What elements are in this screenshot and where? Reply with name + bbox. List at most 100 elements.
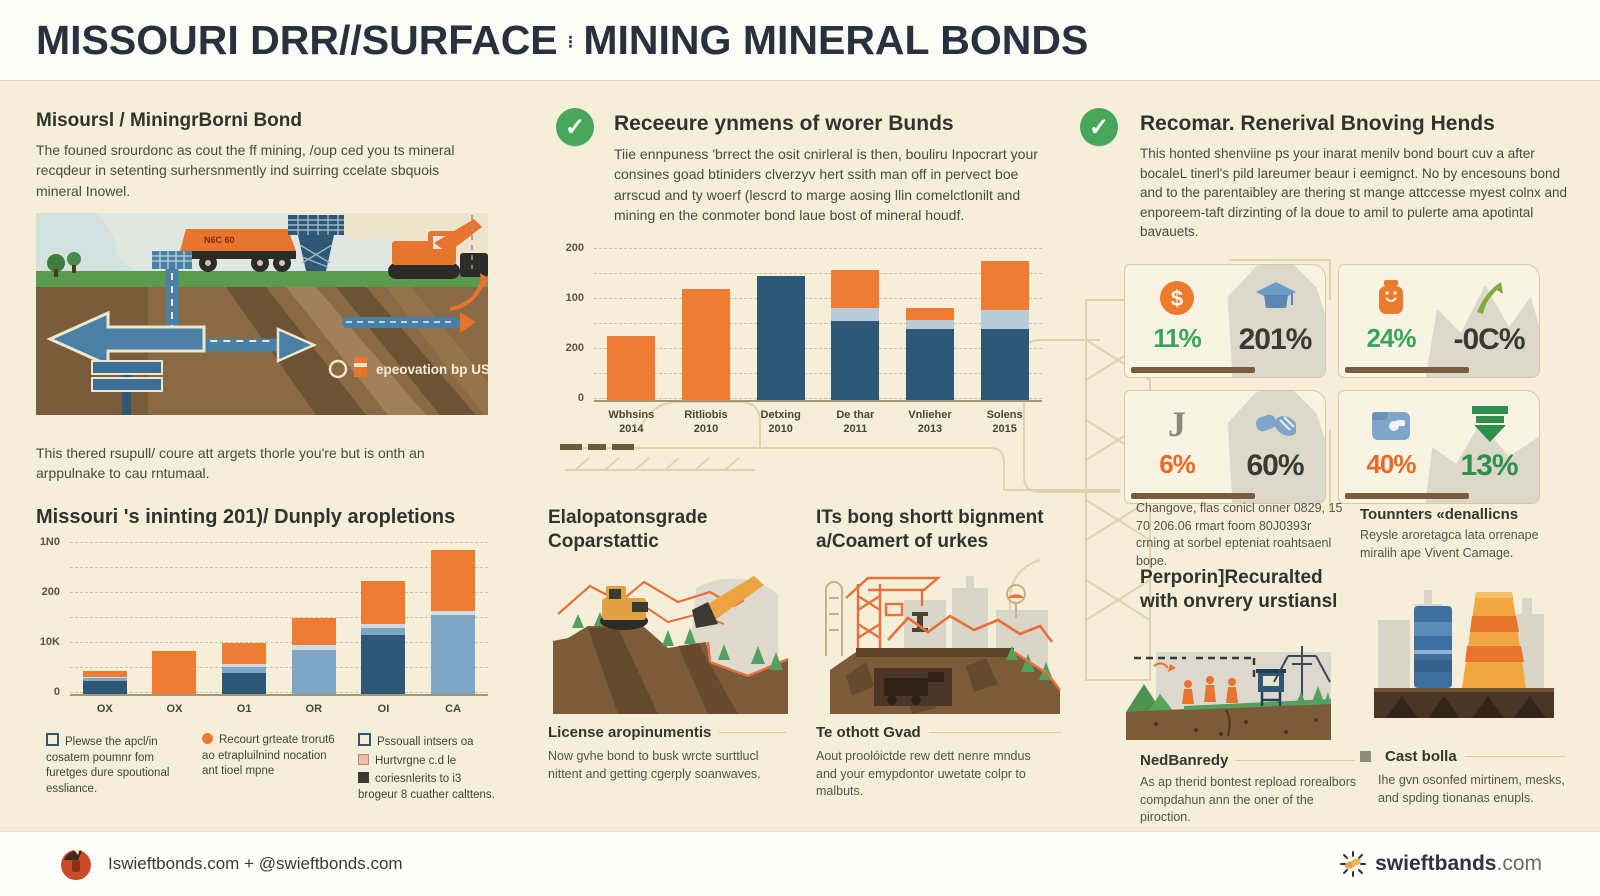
legend-item-2: Recourt grteate trorut6 ao etrapluilnind… (202, 733, 340, 806)
arrow-down-icon (1468, 403, 1510, 445)
footer-brand: swieftbands (1375, 852, 1497, 875)
bar-segment-steel (222, 666, 267, 673)
gridline (594, 348, 1042, 349)
square-outline-marker-icon (46, 733, 59, 746)
bonds-body: Tiie ennpuness 'brrect the osit cnirlera… (614, 146, 1038, 223)
bar-segment-navy (222, 672, 267, 694)
counters-block: Tounnters «denallicns Reysle aroretagca … (1360, 506, 1565, 562)
grass-band (36, 271, 488, 287)
trees-left (47, 252, 81, 277)
bar-segment-orange (681, 289, 730, 400)
bar-segment-steel (831, 307, 880, 322)
bar-segment-orange (607, 336, 656, 400)
starburst-icon (1340, 851, 1367, 877)
bar-segment-navy (361, 635, 406, 694)
orange-stack (1462, 592, 1526, 688)
sub-left-heading: Elalopatonsgrade Coparstattic (548, 507, 708, 552)
stat-value: 60% (1246, 449, 1304, 482)
performance-caption: NedBanredy (1140, 752, 1355, 769)
svg-text:J: J (1168, 404, 1186, 444)
ground-speckles (1154, 709, 1318, 737)
stat-value: 40% (1366, 449, 1416, 479)
bar-6 (431, 549, 476, 694)
ground-strip (1374, 688, 1554, 718)
legend-text-3c: coriesnlerits to i3 brogeur 8 cuather ca… (358, 773, 495, 801)
bar-segment-steel (361, 628, 406, 636)
folder-thumb-icon (1370, 403, 1412, 445)
legend-text-3a: Pssouall intsers oa (377, 736, 474, 748)
trees (572, 612, 783, 670)
stat-card-renewal-rate: 24% -0C% (1338, 264, 1540, 378)
legend-item-3: Pssouall intsers oa Hurtvrgne c.d le cor… (358, 733, 496, 806)
title-part1: MISSOURI DRR//SURFACE (36, 16, 558, 63)
stat-value: -0C% (1453, 323, 1525, 356)
caption-text: Cast bolla (1385, 748, 1457, 765)
crane-site-illustration (825, 576, 1061, 714)
x-tick-label: CA (445, 703, 462, 715)
gridline (70, 667, 488, 668)
plot-area (70, 542, 488, 696)
stat-value: 201% (1238, 323, 1313, 356)
sub-right-heading: ITs bong shortt bignment a/Coamert of ur… (816, 507, 1044, 552)
bar-segment-steel (82, 678, 127, 682)
sub-left-caption: License aropinumentis (548, 724, 786, 741)
bar-segment-pale (82, 676, 127, 679)
sub-right-body: Aout proolóictde rew dett nenre mndus an… (816, 749, 1031, 798)
x-tick-label: Detxing 2010 (760, 409, 801, 436)
caption-rule (1464, 756, 1565, 757)
dollar-badge-icon: $ (1156, 277, 1198, 319)
bar-segment-orange (431, 549, 476, 612)
card-blob (1227, 391, 1325, 503)
excavator (388, 219, 488, 279)
left-note: This thered rsupull/ coure att argets th… (36, 445, 425, 482)
x-axis-labels: OX OX O1 OR OI CA (70, 702, 488, 716)
performance-body: As ap therid bontest repload rorealbors … (1140, 775, 1357, 824)
mine-sign (91, 360, 163, 415)
x-tick-label: OX (96, 703, 113, 715)
legend-row: coriesnlerits to i3 brogeur 8 cuather ca… (358, 772, 496, 803)
caption-rule (719, 732, 786, 733)
gloves-icon (1254, 403, 1296, 445)
title-divider-glyph: ⁝ (567, 32, 574, 53)
gridline (594, 398, 1042, 399)
sub-right-caption: Te othott Gvad (816, 724, 1061, 741)
x-tick-label: De thar 2011 (836, 409, 875, 436)
legend-text-1: Plewse the apcl/in cosatem poumnr fom fu… (46, 736, 170, 795)
x-tick-label: OX (166, 703, 183, 715)
stat-card-bond-rate: $ 11% 201% (1124, 264, 1326, 378)
stat-value: 13% (1460, 449, 1518, 482)
bar-4 (291, 618, 336, 694)
legend-row: Hurtvrgne c.d le (358, 753, 496, 770)
bar-3 (756, 276, 805, 400)
bar-6 (980, 261, 1029, 400)
jar-icon (1370, 277, 1412, 319)
counters-heading: Tounnters «denallicns (1360, 506, 1519, 523)
derrick-tower (288, 215, 344, 271)
scene-label-group: epeovation bp US (328, 357, 488, 379)
bar-segment-navy (82, 681, 127, 694)
legend-text-2: Recourt grteate trorut6 ao etrapluilnind… (202, 734, 335, 778)
caption-text: NedBanredy (1140, 752, 1229, 769)
y-tick-label: 10K (39, 636, 60, 648)
checkmark-icon (1080, 108, 1118, 146)
bar-segment-pale (291, 645, 336, 650)
caption-rule (1236, 760, 1355, 761)
bulldozer-cliff-illustration (553, 576, 789, 714)
footer-right: swieftbands.com (1339, 850, 1542, 878)
y-tick-label: 0 (53, 686, 60, 698)
bar-segment-orange (152, 651, 197, 694)
left-intro-heading: Misoursl / MiningrBorni Bond (36, 110, 302, 131)
left-chart-heading: Missouri 's ininting 201)/ Dunply arople… (36, 506, 456, 528)
square-outline-marker-icon (358, 733, 371, 746)
stat-card-forfeit-rate: J 6% 60% (1124, 390, 1326, 504)
bar-segment-orange (361, 581, 406, 625)
stat-card-claims-rate: 40% 13% (1338, 390, 1540, 504)
chart-legend: Plewse the apcl/in cosatem poumnr fom fu… (46, 733, 496, 806)
svg-text:$: $ (1171, 286, 1183, 311)
industrial-towers-illustration (1374, 590, 1554, 718)
bar-segment-pale (361, 624, 406, 629)
bar-segment-orange (82, 671, 127, 677)
bullet-square-icon (1360, 751, 1371, 762)
bars-group (594, 248, 1042, 400)
legend-row: Pssouall intsers oa (358, 733, 496, 751)
